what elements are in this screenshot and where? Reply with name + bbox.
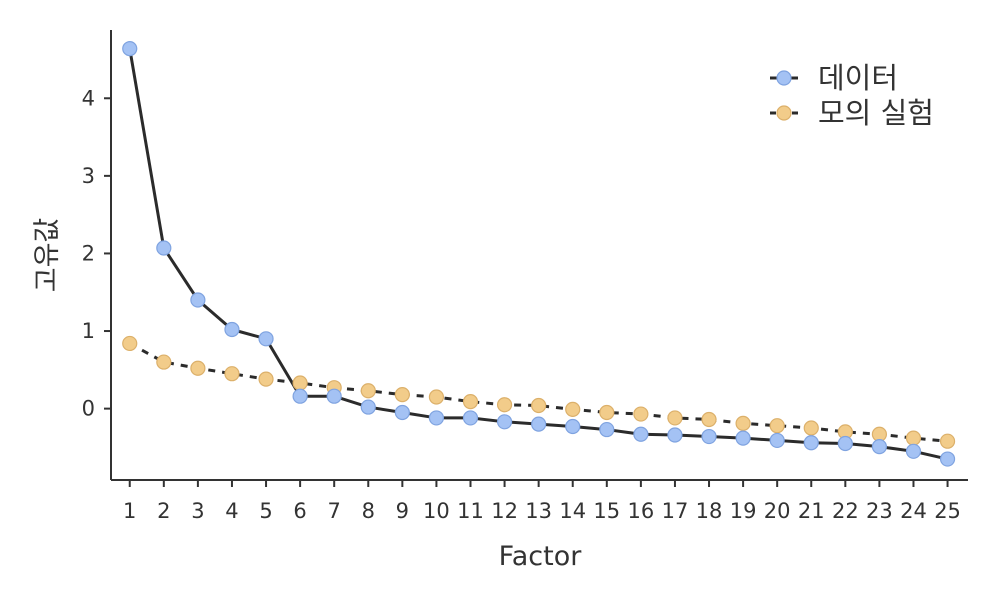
y-tick-label: 3 — [82, 164, 95, 188]
x-tick-label: 5 — [259, 499, 272, 523]
x-tick-label: 1 — [123, 499, 136, 523]
series-point-0 — [496, 414, 513, 430]
y-tick-label: 2 — [82, 241, 95, 265]
x-tick-label: 19 — [730, 499, 757, 523]
series-point-1 — [803, 420, 819, 436]
legend-marker-1 — [776, 105, 792, 121]
x-axis-title: Factor — [499, 541, 583, 572]
x-tick-label: 14 — [559, 499, 586, 523]
legend-label-0: 데이터 — [818, 61, 898, 95]
series-point-1 — [667, 410, 683, 426]
series-point-0 — [360, 399, 376, 415]
series-point-0 — [905, 443, 922, 459]
x-tick-label: 12 — [491, 499, 518, 523]
x-tick-label: 9 — [396, 499, 409, 523]
y-tick-label: 4 — [82, 86, 95, 110]
y-tick-label: 0 — [82, 397, 95, 421]
series-point-1 — [496, 397, 513, 413]
series-point-1 — [735, 415, 751, 431]
x-tick-label: 22 — [832, 499, 859, 523]
x-tick-label: 15 — [593, 499, 620, 523]
series-point-0 — [633, 426, 649, 442]
series-point-0 — [122, 41, 138, 57]
y-axis-title: 고유값 — [32, 218, 63, 293]
series-point-0 — [599, 421, 615, 438]
x-tick-label: 3 — [191, 499, 204, 523]
series-point-0 — [701, 428, 717, 445]
x-tick-label: 13 — [525, 499, 552, 523]
series-point-1 — [360, 383, 376, 399]
series-point-0 — [190, 292, 206, 308]
legend-label-1: 모의 실험 — [818, 96, 934, 130]
x-tick-label: 21 — [798, 499, 825, 523]
x-tick-label: 2 — [157, 499, 170, 523]
series-point-1 — [122, 335, 138, 352]
x-tick-label: 10 — [423, 499, 450, 523]
series-point-0 — [803, 435, 819, 451]
x-tick-label: 11 — [457, 499, 484, 523]
x-tick-label: 24 — [900, 499, 927, 523]
x-tick-label: 4 — [225, 499, 238, 523]
series-point-1 — [156, 354, 172, 370]
x-tick-label: 7 — [328, 499, 341, 523]
series-point-0 — [871, 439, 888, 455]
x-tick-label: 18 — [696, 499, 723, 523]
series-point-1 — [531, 397, 547, 414]
series-point-0 — [837, 435, 853, 452]
series-point-0 — [667, 427, 683, 443]
series-point-1 — [939, 433, 956, 449]
series-point-0 — [326, 388, 342, 404]
series-point-0 — [258, 331, 274, 347]
series-point-0 — [428, 410, 445, 426]
x-tick-label: 6 — [293, 499, 306, 523]
series-point-0 — [735, 430, 751, 446]
x-tick-label: 23 — [866, 499, 893, 523]
series-point-0 — [394, 404, 410, 421]
series-point-1 — [428, 389, 445, 405]
series-point-1 — [394, 387, 410, 403]
x-tick-label: 17 — [662, 499, 689, 523]
series-point-1 — [258, 371, 274, 387]
series-point-0 — [565, 418, 581, 435]
series-point-0 — [462, 410, 479, 426]
x-tick-label: 16 — [628, 499, 655, 523]
series-point-1 — [633, 406, 649, 422]
series-point-1 — [224, 366, 240, 382]
y-tick-label: 1 — [82, 319, 95, 343]
x-tick-label: 25 — [934, 499, 961, 523]
series-point-1 — [190, 360, 206, 376]
series-point-1 — [565, 401, 581, 417]
legend-marker-0 — [776, 70, 792, 86]
series-point-1 — [599, 404, 615, 421]
series-point-0 — [156, 240, 172, 256]
series-point-0 — [224, 321, 240, 338]
series-point-1 — [905, 430, 922, 446]
series-point-0 — [292, 388, 308, 404]
x-tick-label: 20 — [764, 499, 791, 523]
series-point-1 — [462, 394, 479, 410]
series-point-0 — [531, 416, 547, 432]
series-point-1 — [769, 418, 785, 434]
series-point-0 — [939, 451, 956, 467]
series-point-0 — [769, 432, 785, 449]
series-point-1 — [292, 375, 308, 391]
series-point-1 — [701, 411, 717, 428]
x-tick-label: 8 — [362, 499, 375, 523]
